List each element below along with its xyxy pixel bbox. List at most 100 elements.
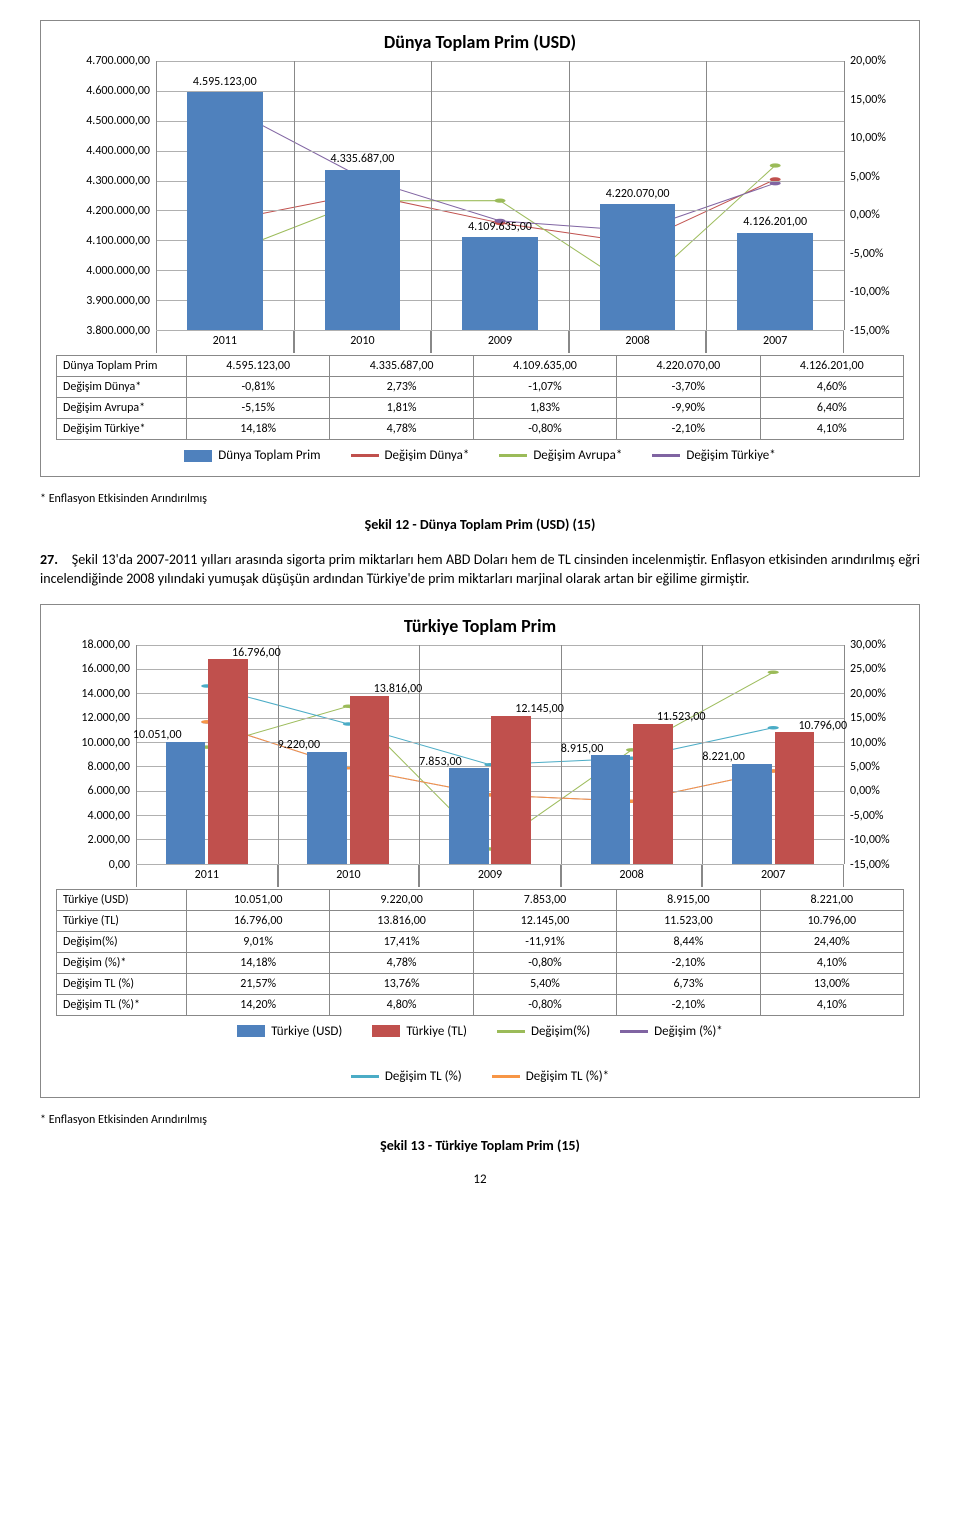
bar-value-label: 13.816,00 xyxy=(374,682,423,696)
paragraph-27: 27. Şekil 13'da 2007-2011 yılları arasın… xyxy=(40,551,920,589)
bar-value-label: 4.109.635,00 xyxy=(468,220,532,234)
row-label: Değişim (%)* xyxy=(57,952,187,973)
page-number: 12 xyxy=(40,1172,920,1187)
chart-bar xyxy=(166,742,206,864)
y-tick-label: 30,00% xyxy=(850,638,886,652)
chart-bar xyxy=(633,724,673,864)
x-tick-label: 2008 xyxy=(569,331,707,353)
para-number: 27. xyxy=(40,551,58,568)
chart1-plot: 4.595.123,004.335.687,004.109.635,004.22… xyxy=(156,61,844,331)
table-row: Değişim Türkiye*14,18%4,78%-0,80%-2,10%4… xyxy=(57,419,904,440)
chart1-x-axis: 20112010200920082007 xyxy=(156,331,844,353)
table-cell: -0,80% xyxy=(473,419,616,440)
caption-1: Şekil 12 - Dünya Toplam Prim (USD) (15) xyxy=(40,516,920,533)
bar-value-label: 11.523,00 xyxy=(657,710,706,724)
legend-item: Türkiye (USD) xyxy=(237,1024,342,1039)
y-tick-label: 18.000,00 xyxy=(81,638,130,652)
chart-bar xyxy=(737,233,813,330)
table-cell: 1,81% xyxy=(330,398,473,419)
y-tick-label: 2.000,00 xyxy=(87,833,130,847)
x-tick-label: 2009 xyxy=(431,331,569,353)
y-tick-label: -5,00% xyxy=(850,247,884,261)
table-cell: 8.915,00 xyxy=(617,889,760,910)
legend-item: Değişim Avrupa* xyxy=(499,448,622,463)
table-cell: -0,80% xyxy=(473,994,616,1015)
chart2-plot: 10.051,009.220,007.853,008.915,008.221,0… xyxy=(136,645,844,865)
legend-swatch xyxy=(652,454,680,457)
legend-swatch xyxy=(372,1025,400,1037)
legend-item: Değişim Türkiye* xyxy=(652,448,775,463)
table-cell: -2,10% xyxy=(617,994,760,1015)
table-cell: 2,73% xyxy=(330,377,473,398)
table-cell: 4,10% xyxy=(760,994,903,1015)
chart-bar xyxy=(462,237,538,330)
legend-label: Değişim TL (%) xyxy=(385,1069,462,1084)
table-cell: 6,40% xyxy=(760,398,903,419)
bar-value-label: 10.051,00 xyxy=(133,728,182,742)
chart2-x-axis: 20112010200920082007 xyxy=(136,865,844,887)
table-cell: 8,44% xyxy=(617,931,760,952)
table-row: Değişim TL (%)*14,20%4,80%-0,80%-2,10%4,… xyxy=(57,994,904,1015)
legend-swatch xyxy=(620,1030,648,1033)
legend-swatch xyxy=(351,1075,379,1078)
table-cell: 1,83% xyxy=(473,398,616,419)
legend-swatch xyxy=(237,1025,265,1037)
chart-bar xyxy=(591,755,631,863)
footnote-1: * Enflasyon Etkisinden Arındırılmış xyxy=(40,492,920,506)
chart1-plot-area: 4.700.000,004.600.000,004.500.000,004.40… xyxy=(56,61,904,331)
y-tick-label: 15,00% xyxy=(850,711,886,725)
y-tick-label: 4.000.000,00 xyxy=(86,264,150,278)
legend-item: Türkiye (TL) xyxy=(372,1024,467,1039)
legend-item: Değişim TL (%)* xyxy=(492,1069,609,1084)
chart-line xyxy=(207,722,773,801)
table-cell: 10.796,00 xyxy=(760,910,903,931)
chart2-data-table: Türkiye (USD)10.051,009.220,007.853,008.… xyxy=(56,889,904,1016)
y-tick-label: 4.600.000,00 xyxy=(86,84,150,98)
y-tick-label: 4.700.000,00 xyxy=(86,54,150,68)
table-row: Değişim Avrupa*-5,15%1,81%1,83%-9,90%6,4… xyxy=(57,398,904,419)
y-tick-label: 25,00% xyxy=(850,662,886,676)
row-label: Değişim(%) xyxy=(57,931,187,952)
legend-swatch xyxy=(492,1075,520,1078)
table-cell: 6,73% xyxy=(617,973,760,994)
bar-value-label: 16.796,00 xyxy=(232,646,281,660)
legend-label: Türkiye (USD) xyxy=(271,1024,342,1039)
y-tick-label: 0,00% xyxy=(850,208,880,222)
y-tick-label: 4.200.000,00 xyxy=(86,204,150,218)
table-cell: -1,07% xyxy=(473,377,616,398)
table-cell: 17,41% xyxy=(330,931,473,952)
table-cell: -5,15% xyxy=(187,398,330,419)
chart-bar xyxy=(208,659,248,863)
chart-line xyxy=(207,722,773,801)
table-cell: 13,76% xyxy=(330,973,473,994)
bar-value-label: 4.126.201,00 xyxy=(743,215,807,229)
chart-marker xyxy=(770,181,781,185)
legend-label: Değişim Dünya* xyxy=(385,448,470,463)
table-cell: 13.816,00 xyxy=(330,910,473,931)
y-tick-label: 6.000,00 xyxy=(87,784,130,798)
legend-swatch xyxy=(497,1030,525,1033)
chart-bar xyxy=(732,764,772,864)
table-cell: 5,40% xyxy=(473,973,616,994)
table-cell: 8.221,00 xyxy=(760,889,903,910)
y-tick-label: -10,00% xyxy=(850,833,890,847)
footnote-2: * Enflasyon Etkisinden Arındırılmış xyxy=(40,1113,920,1127)
table-cell: -11,91% xyxy=(473,931,616,952)
x-tick-label: 2007 xyxy=(702,865,844,887)
table-cell: 11.523,00 xyxy=(617,910,760,931)
table-cell: 4.109.635,00 xyxy=(473,356,616,377)
row-label: Dünya Toplam Prim xyxy=(57,356,187,377)
row-label: Türkiye (TL) xyxy=(57,910,187,931)
bar-value-label: 7.853,00 xyxy=(419,755,462,769)
y-tick-label: -5,00% xyxy=(850,809,884,823)
chart-line xyxy=(225,106,775,231)
table-cell: 10.051,00 xyxy=(187,889,330,910)
table-cell: 4,10% xyxy=(760,419,903,440)
chart-marker xyxy=(768,726,779,730)
chart-bar xyxy=(307,752,347,864)
y-tick-label: 10,00% xyxy=(850,131,886,145)
table-row: Türkiye (TL)16.796,0013.816,0012.145,001… xyxy=(57,910,904,931)
y-tick-label: 0,00 xyxy=(109,858,130,872)
table-cell: 13,00% xyxy=(760,973,903,994)
row-label: Değişim TL (%)* xyxy=(57,994,187,1015)
